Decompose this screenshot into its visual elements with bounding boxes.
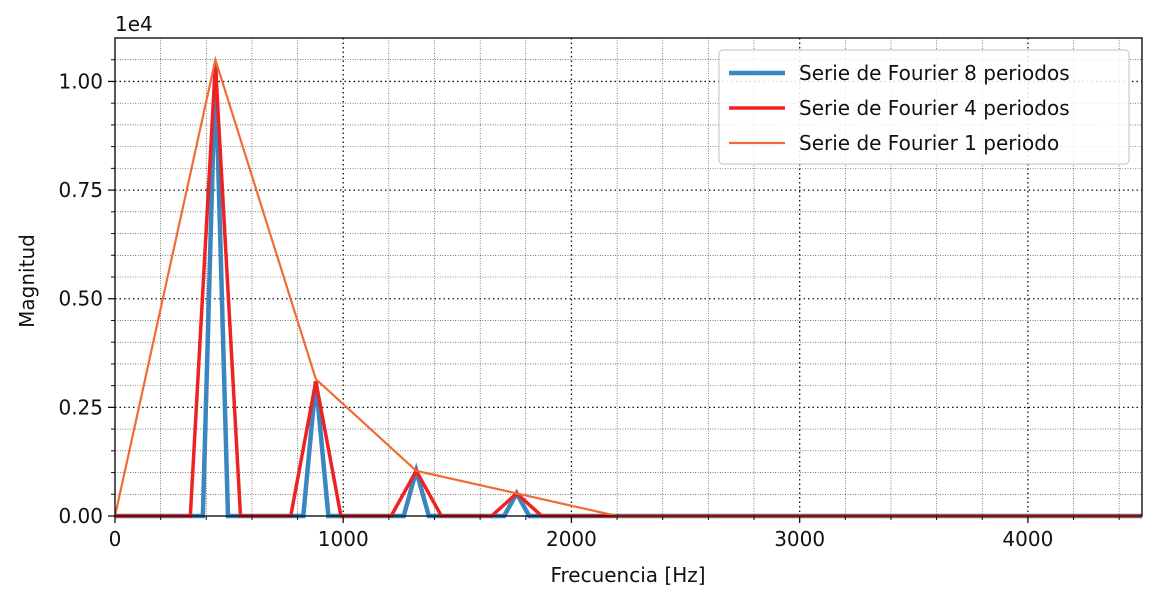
x-tick-label: 2000 (546, 527, 597, 551)
y-tick-label: 0.00 (58, 504, 103, 528)
legend-label: Serie de Fourier 4 periodos (799, 96, 1070, 120)
x-tick-label: 4000 (1002, 527, 1053, 551)
x-tick-label: 1000 (318, 527, 369, 551)
x-tick-label: 0 (109, 527, 122, 551)
major-grid (115, 38, 1142, 516)
legend: Serie de Fourier 8 periodos Serie de Four… (718, 49, 1130, 165)
y-tick-label: 0.75 (58, 178, 103, 202)
y-offset-label: 1e4 (115, 12, 153, 36)
legend-box (718, 49, 1130, 165)
y-tick-label: 0.50 (58, 287, 103, 311)
legend-label: Serie de Fourier 8 periodos (799, 61, 1070, 85)
x-tick-label: 3000 (774, 527, 825, 551)
y-tick-label: 1.00 (58, 69, 103, 93)
axis-ticks: 0 1000 2000 3000 4000 0.00 0.25 0.50 0.75 1.00 (58, 59, 1120, 551)
x-axis-title: Frecuencia [Hz] (550, 563, 705, 587)
y-axis-title: Magnitud (15, 234, 39, 328)
y-tick-label: 0.25 (58, 395, 103, 419)
legend-label: Serie de Fourier 1 periodo (799, 131, 1059, 155)
